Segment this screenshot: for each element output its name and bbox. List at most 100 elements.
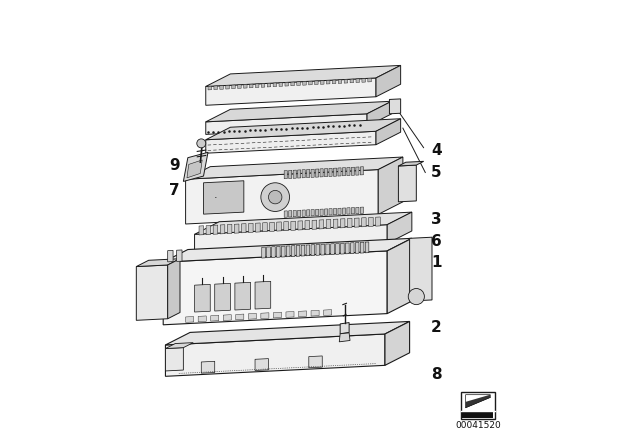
Polygon shape <box>235 282 250 310</box>
Polygon shape <box>293 211 296 217</box>
Text: 9: 9 <box>169 158 180 173</box>
Polygon shape <box>356 79 360 82</box>
Polygon shape <box>291 82 294 86</box>
Polygon shape <box>356 167 359 175</box>
Polygon shape <box>237 85 241 88</box>
Polygon shape <box>326 244 330 255</box>
Polygon shape <box>360 207 364 214</box>
Polygon shape <box>338 168 341 176</box>
Polygon shape <box>267 247 270 258</box>
Polygon shape <box>387 238 412 314</box>
Polygon shape <box>211 315 219 321</box>
Polygon shape <box>236 314 244 320</box>
Polygon shape <box>355 242 359 254</box>
Polygon shape <box>186 317 194 323</box>
Polygon shape <box>314 81 318 85</box>
Polygon shape <box>338 208 341 215</box>
Polygon shape <box>347 168 350 176</box>
Polygon shape <box>195 224 387 253</box>
Polygon shape <box>243 84 247 88</box>
Polygon shape <box>165 343 193 349</box>
Polygon shape <box>340 243 344 254</box>
Polygon shape <box>226 85 229 89</box>
Polygon shape <box>273 83 276 86</box>
Text: ·: · <box>214 193 218 203</box>
Polygon shape <box>348 218 352 228</box>
Polygon shape <box>320 169 323 177</box>
Text: 4: 4 <box>431 142 442 158</box>
Polygon shape <box>204 181 244 214</box>
Polygon shape <box>163 251 387 325</box>
Polygon shape <box>273 312 282 318</box>
Polygon shape <box>410 237 432 301</box>
Polygon shape <box>269 222 275 232</box>
Polygon shape <box>320 209 323 215</box>
Bar <box>463 411 493 418</box>
Polygon shape <box>398 161 424 166</box>
Polygon shape <box>387 212 412 244</box>
Polygon shape <box>136 258 180 267</box>
Polygon shape <box>261 313 269 319</box>
Polygon shape <box>376 65 401 97</box>
Polygon shape <box>368 78 371 82</box>
Polygon shape <box>284 211 287 217</box>
Polygon shape <box>267 83 271 87</box>
Polygon shape <box>311 169 314 177</box>
Polygon shape <box>356 207 359 214</box>
Polygon shape <box>305 220 310 230</box>
Circle shape <box>197 139 206 148</box>
Polygon shape <box>205 114 367 134</box>
Polygon shape <box>205 78 376 105</box>
Polygon shape <box>227 224 232 233</box>
Polygon shape <box>329 209 332 215</box>
Polygon shape <box>350 79 354 83</box>
Polygon shape <box>205 131 376 153</box>
Polygon shape <box>339 80 342 83</box>
Polygon shape <box>367 101 392 126</box>
Polygon shape <box>465 395 490 408</box>
Polygon shape <box>385 322 410 366</box>
Polygon shape <box>316 209 319 216</box>
Polygon shape <box>326 80 330 84</box>
Polygon shape <box>303 82 307 85</box>
Polygon shape <box>206 225 211 235</box>
Polygon shape <box>276 222 282 231</box>
Polygon shape <box>195 284 210 312</box>
Polygon shape <box>311 210 314 216</box>
Polygon shape <box>369 217 373 227</box>
Polygon shape <box>308 356 323 368</box>
Text: 5: 5 <box>431 165 442 180</box>
Polygon shape <box>332 80 336 84</box>
Polygon shape <box>165 334 385 376</box>
Polygon shape <box>296 246 300 256</box>
Polygon shape <box>465 395 490 408</box>
Polygon shape <box>398 165 417 202</box>
Polygon shape <box>262 223 268 232</box>
Polygon shape <box>351 207 355 214</box>
Polygon shape <box>241 224 246 233</box>
Polygon shape <box>289 170 292 179</box>
Polygon shape <box>316 169 319 177</box>
Polygon shape <box>362 218 366 227</box>
Polygon shape <box>333 219 338 228</box>
Polygon shape <box>220 86 223 89</box>
Polygon shape <box>199 226 204 235</box>
Polygon shape <box>285 82 289 86</box>
Polygon shape <box>346 243 349 254</box>
Polygon shape <box>326 220 331 228</box>
Polygon shape <box>298 221 303 230</box>
Polygon shape <box>376 119 401 145</box>
Polygon shape <box>347 208 350 214</box>
Polygon shape <box>301 245 305 256</box>
Polygon shape <box>321 244 324 255</box>
Polygon shape <box>298 170 301 178</box>
Text: 1: 1 <box>431 254 442 270</box>
Polygon shape <box>307 169 310 178</box>
Polygon shape <box>340 323 349 334</box>
Polygon shape <box>286 311 294 317</box>
Bar <box>461 392 495 419</box>
Polygon shape <box>168 250 173 262</box>
Polygon shape <box>365 242 369 253</box>
Polygon shape <box>351 167 355 176</box>
Polygon shape <box>291 246 295 257</box>
